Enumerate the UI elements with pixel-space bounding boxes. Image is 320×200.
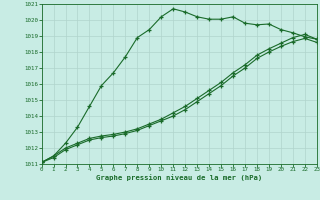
X-axis label: Graphe pression niveau de la mer (hPa): Graphe pression niveau de la mer (hPa) [96,174,262,181]
